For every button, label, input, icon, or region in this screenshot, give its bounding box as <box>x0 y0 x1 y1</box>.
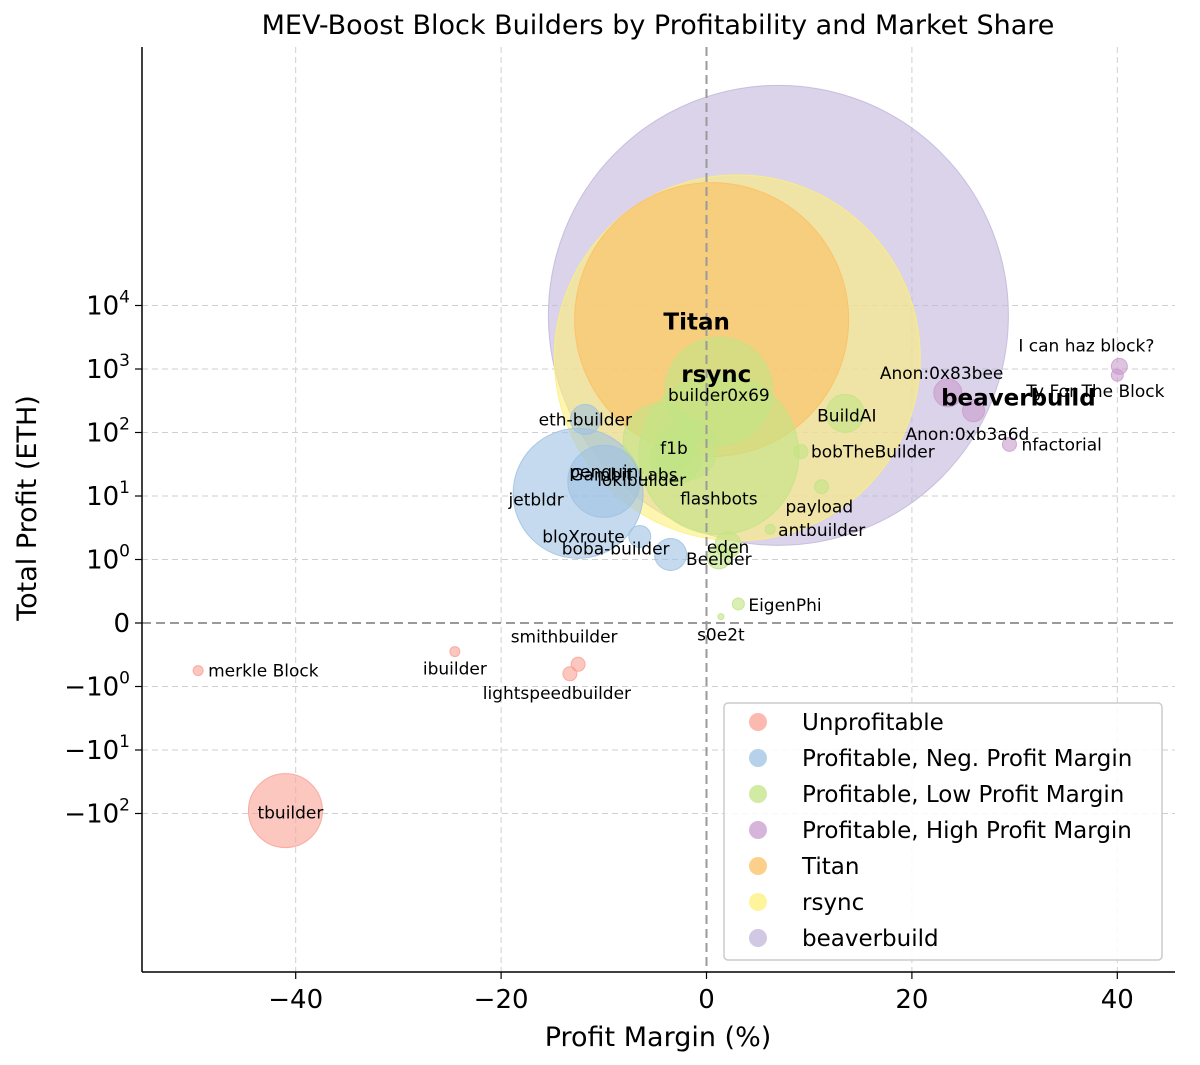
legend-label: Profitable, Neg. Profit Margin <box>802 746 1132 772</box>
x-tick-label: 40 <box>1101 985 1134 1015</box>
x-tick-label: −20 <box>474 985 529 1015</box>
bubble-label: jetbldr <box>508 490 564 510</box>
y-tick-label: −100 <box>64 669 130 703</box>
bubble-label: bobTheBuilder <box>811 443 935 463</box>
bubble-label: boba-builder <box>562 539 670 559</box>
legend-marker <box>749 857 767 875</box>
x-axis-label: Profit Margin (%) <box>545 1022 772 1053</box>
y-tick-label: 103 <box>86 351 130 385</box>
bubble-point <box>449 646 461 658</box>
bubble-point <box>192 665 204 677</box>
y-tick-label: 0 <box>113 609 130 639</box>
legend: Unprofitable Profitable, Neg. Profit Marg… <box>723 702 1163 961</box>
bubble-label: eden <box>707 538 749 558</box>
legend-marker <box>749 893 767 911</box>
legend-marker <box>749 785 767 803</box>
bubble-label: builder0x69 <box>668 386 770 406</box>
point-label-layer: beaverbuild rsync Titan builder0x69 flashbot… <box>142 47 1175 972</box>
legend-marker <box>749 713 767 731</box>
legend-box <box>723 702 1163 961</box>
y-axis-label: Total Profit (ETH) <box>12 395 43 622</box>
bubble-point <box>562 666 578 682</box>
x-tick-label: 20 <box>895 985 928 1015</box>
bubble-label: s0e2t <box>697 626 745 646</box>
bubble-point <box>962 399 986 423</box>
bubble-point <box>764 523 776 535</box>
y-tick-label: 101 <box>86 478 130 512</box>
x-tick-label: −40 <box>268 985 323 1015</box>
bubble-label: Anon:0x83bee <box>880 364 1004 384</box>
legend-label: Titan <box>801 854 859 880</box>
bubble-point <box>664 336 774 446</box>
y-tick-label: 102 <box>86 415 130 449</box>
bubble-label: rsync <box>681 362 751 388</box>
legend-label: Unprofitable <box>802 710 944 736</box>
bubble-label: penguin <box>569 462 638 482</box>
bubble-label: Ty For The Block <box>1025 382 1164 402</box>
bubble-point <box>933 378 963 408</box>
bubble-point <box>793 444 809 460</box>
bubble-label: lokibuilder <box>597 471 686 491</box>
bubble-point <box>717 613 725 621</box>
bubble-point <box>654 537 688 571</box>
legend-label: Profitable, Low Profit Margin <box>802 782 1124 808</box>
bubble-point <box>628 525 652 549</box>
bubble-point <box>1001 436 1017 452</box>
axes <box>135 47 1175 979</box>
bubble-label: smithbuilder <box>511 627 618 647</box>
bubble-label: flashbots <box>680 490 758 510</box>
y-tick-label: −102 <box>64 796 130 830</box>
bubble-label: Beelder <box>686 550 752 570</box>
bubble-point <box>825 393 865 433</box>
bubble-label: Anon:0xb3a6d <box>906 425 1030 445</box>
x-tick-label: 0 <box>698 985 715 1015</box>
bubble-label: bloXroute <box>542 528 624 548</box>
bubble-label: nfactorial <box>1021 435 1101 455</box>
legend-label: Profitable, High Profit Margin <box>802 818 1132 844</box>
bubble-point <box>814 479 830 495</box>
legend-marker <box>749 749 767 767</box>
bubble-point <box>650 433 702 485</box>
bubble-point <box>567 444 641 518</box>
bubble-point <box>569 404 601 436</box>
legend-label: rsync <box>802 890 864 916</box>
bubble-point <box>247 773 323 849</box>
bubble-label: beaverbuild <box>941 385 1096 411</box>
y-tick-label: −101 <box>64 732 130 766</box>
legend-label: beaverbuild <box>802 926 939 952</box>
bubble-label: Titan <box>663 310 729 336</box>
bubble-point <box>731 597 745 611</box>
bubble-label: f1b <box>660 439 688 459</box>
bubble-point <box>1110 368 1124 382</box>
bubble-label: lightspeedbuilder <box>483 684 631 704</box>
legend-marker <box>749 821 767 839</box>
chart-title: MEV-Boost Block Builders by Profitabilit… <box>262 10 1055 41</box>
bubble-point <box>570 656 586 672</box>
tick-labels: −40 −20 0 20 40 −102 −101 −100 0 100 101 102 103 104 <box>64 288 1134 1016</box>
y-tick-label: 100 <box>86 542 130 576</box>
bubble-label: EigenPhi <box>748 596 821 616</box>
bubble-label: antbuilder <box>778 521 865 541</box>
bubble-label: tbuilder <box>257 804 323 824</box>
y-tick-label: 104 <box>86 288 130 322</box>
bubble-label: payload <box>786 498 854 518</box>
bubble-label: I can haz block? <box>1018 336 1154 356</box>
bubble-label: eth-builder <box>539 411 632 431</box>
bubble-layer <box>192 84 1128 849</box>
bubble-label: BuildAI <box>817 406 876 426</box>
bubble-label: merkle Block <box>208 662 319 682</box>
legend-marker <box>749 929 767 947</box>
bubble-label: ibuilder <box>423 660 487 680</box>
bubble-label: Gambit Labs <box>570 465 677 485</box>
